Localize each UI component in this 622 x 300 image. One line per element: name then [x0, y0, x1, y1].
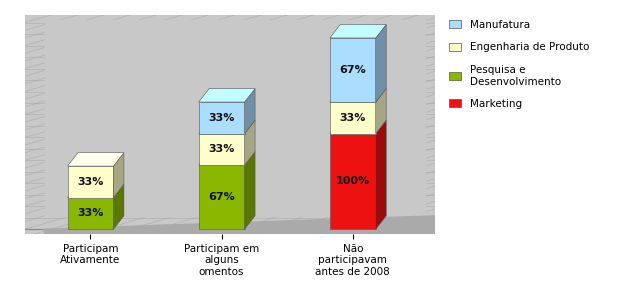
Text: 33%: 33%	[208, 144, 234, 154]
Polygon shape	[330, 120, 386, 134]
Text: 33%: 33%	[77, 177, 104, 187]
Polygon shape	[113, 153, 124, 198]
Polygon shape	[45, 20, 425, 216]
Text: 67%: 67%	[340, 65, 366, 75]
Bar	[330, 134, 376, 229]
Polygon shape	[244, 152, 255, 229]
Polygon shape	[376, 120, 386, 229]
Polygon shape	[198, 152, 255, 165]
Bar	[330, 102, 376, 134]
Polygon shape	[376, 88, 386, 134]
Bar	[68, 198, 113, 229]
Bar	[330, 38, 376, 102]
Polygon shape	[45, 216, 435, 234]
Text: 100%: 100%	[336, 176, 370, 186]
Polygon shape	[244, 88, 255, 134]
Bar	[198, 165, 244, 229]
Polygon shape	[330, 88, 386, 102]
Polygon shape	[68, 184, 124, 198]
Text: 33%: 33%	[77, 208, 104, 218]
Polygon shape	[330, 25, 386, 38]
Polygon shape	[113, 184, 124, 229]
Polygon shape	[198, 120, 255, 134]
Legend: Manufatura, Engenharia de Produto, Pesquisa e
Desenvolvimento, Marketing: Manufatura, Engenharia de Produto, Pesqu…	[445, 16, 593, 113]
Polygon shape	[376, 25, 386, 102]
Polygon shape	[198, 88, 255, 102]
Text: 33%: 33%	[340, 113, 366, 123]
Polygon shape	[68, 153, 124, 166]
Bar	[198, 134, 244, 165]
Polygon shape	[244, 120, 255, 165]
Bar	[198, 102, 244, 134]
Bar	[68, 166, 113, 198]
Text: 33%: 33%	[208, 113, 234, 123]
Text: 67%: 67%	[208, 192, 235, 202]
